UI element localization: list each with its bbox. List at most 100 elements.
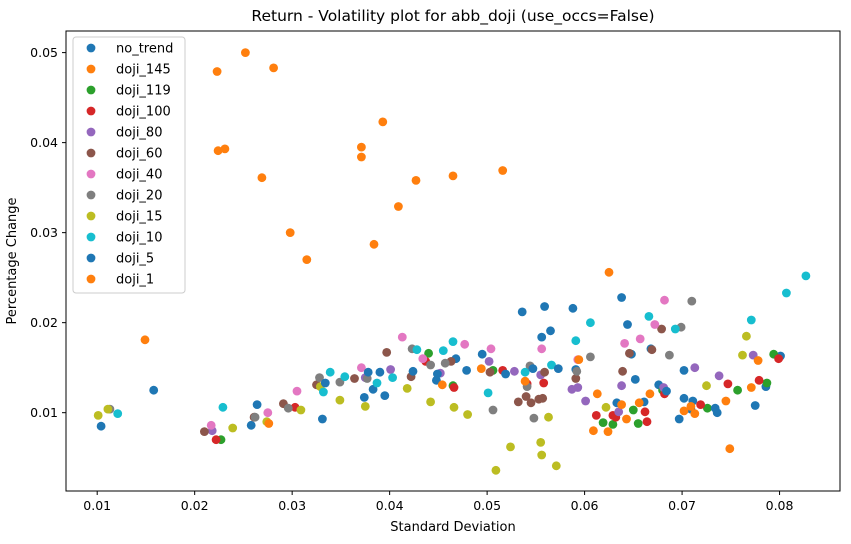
point-doji_10-14 xyxy=(586,318,595,328)
point-doji_60-5 xyxy=(382,348,392,357)
point-doji_20-13 xyxy=(572,366,582,376)
point-doji_1-15 xyxy=(721,396,731,406)
point-doji_15-19 xyxy=(702,381,711,391)
point-doji_15-11 xyxy=(463,410,472,419)
point-doji_145-12 xyxy=(378,117,388,127)
series-doji_80 xyxy=(207,350,758,436)
legend-marker xyxy=(86,190,96,200)
point-doji_40-2 xyxy=(292,386,302,396)
legend-marker xyxy=(86,253,96,263)
series-doji_145 xyxy=(140,48,614,345)
point-doji_5-9 xyxy=(501,369,510,379)
point-doji_60-19 xyxy=(657,324,666,334)
point-doji_119-6 xyxy=(628,405,638,415)
point-doji_5-14 xyxy=(623,320,632,329)
x-tick-label: 0.01 xyxy=(83,498,111,513)
legend-box xyxy=(72,36,186,294)
point-doji_145-15 xyxy=(448,171,458,181)
point-doji_119-5 xyxy=(608,420,618,429)
point-doji_119-1 xyxy=(424,348,433,358)
point-doji_145-9 xyxy=(357,142,366,152)
x-axis: 0.01 0.02 0.03 0.04 0.05 0.06 0.07 0.08 xyxy=(83,491,794,513)
point-doji_60-17 xyxy=(625,348,634,358)
point-doji_10-7 xyxy=(412,345,422,355)
point-doji_100-0 xyxy=(211,435,221,445)
point-doji_119-4 xyxy=(598,418,608,427)
point-doji_1-12 xyxy=(679,406,689,416)
point-doji_1-0 xyxy=(264,419,274,428)
point-doji_10-18 xyxy=(782,288,791,298)
point-doji_40-13 xyxy=(660,295,669,305)
point-doji_5-8 xyxy=(477,349,487,359)
legend-item-doji_15: doji_15 xyxy=(86,210,162,225)
point-doji_15-16 xyxy=(544,412,553,422)
point-doji_10-19 xyxy=(801,271,811,281)
point-doji_20-3 xyxy=(315,373,324,382)
point-doji_1-2 xyxy=(476,364,486,373)
points-layer xyxy=(93,48,811,475)
legend-marker xyxy=(86,274,96,284)
point-doji_1-8 xyxy=(617,400,626,409)
point-doji_40-4 xyxy=(397,332,407,342)
legend-item-no_trend: no_trend xyxy=(86,42,173,57)
point-doji_40-11 xyxy=(635,334,645,344)
point-doji_10-3 xyxy=(325,367,335,377)
x-tick-label: 0.05 xyxy=(473,498,501,513)
point-doji_80-4 xyxy=(484,357,494,366)
plot-frame xyxy=(65,30,841,492)
point-doji_10-1 xyxy=(218,402,228,412)
legend: no_trend doji_145 doji_119 doji_100 doji_80d… xyxy=(72,36,186,294)
point-doji_5-1 xyxy=(320,378,330,388)
point-doji_145-10 xyxy=(357,152,366,162)
legend-marker xyxy=(86,148,96,158)
point-doji_5-0 xyxy=(252,400,262,409)
point-no_trend-0 xyxy=(96,421,106,431)
point-doji_40-3 xyxy=(357,363,366,373)
y-tick-label: 0.05 xyxy=(30,45,58,60)
point-doji_20-12 xyxy=(529,413,539,423)
point-doji_100-11 xyxy=(642,417,652,427)
point-doji_1-4 xyxy=(574,355,584,364)
point-doji_60-11 xyxy=(526,398,536,408)
point-doji_119-9 xyxy=(703,403,712,413)
legend-item-doji_40: doji_40 xyxy=(86,168,162,183)
point-doji_80-9 xyxy=(581,396,590,406)
series-doji_5 xyxy=(252,320,720,424)
legend-item-doji_100: doji_100 xyxy=(86,105,171,120)
point-doji_20-7 xyxy=(426,360,435,370)
point-no_trend-4 xyxy=(368,384,378,394)
point-doji_145-7 xyxy=(285,228,295,238)
point-doji_40-12 xyxy=(650,320,660,329)
legend-label: doji_119 xyxy=(116,84,171,99)
point-doji_145-3 xyxy=(220,144,230,154)
point-doji_145-8 xyxy=(302,255,312,264)
point-doji_60-4 xyxy=(350,374,359,383)
point-doji_1-18 xyxy=(753,356,763,365)
point-doji_60-8 xyxy=(485,367,495,377)
point-doji_119-7 xyxy=(633,419,643,428)
point-doji_15-7 xyxy=(360,402,370,411)
point-doji_1-1 xyxy=(437,380,447,390)
legend-label: no_trend xyxy=(116,42,173,57)
point-doji_40-8 xyxy=(537,344,547,354)
point-doji_15-12 xyxy=(491,465,501,475)
point-doji_20-1 xyxy=(250,412,260,422)
point-doji_145-13 xyxy=(394,202,403,211)
point-doji_100-6 xyxy=(539,378,549,388)
point-doji_145-4 xyxy=(241,48,250,57)
point-doji_20-14 xyxy=(586,352,595,362)
point-doji_145-0 xyxy=(140,335,150,345)
point-doji_80-14 xyxy=(714,371,724,381)
point-doji_1-14 xyxy=(690,409,700,418)
point-no_trend-18 xyxy=(679,393,689,403)
point-doji_60-9 xyxy=(513,397,523,407)
point-doji_1-10 xyxy=(634,398,644,408)
point-doji_145-17 xyxy=(604,267,614,277)
legend-item-doji_80: doji_80 xyxy=(86,126,162,141)
point-doji_1-5 xyxy=(589,426,598,436)
point-doji_40-6 xyxy=(460,339,470,349)
y-tick-label: 0.04 xyxy=(30,135,58,150)
point-doji_60-18 xyxy=(647,345,657,355)
point-doji_5-18 xyxy=(679,366,689,375)
